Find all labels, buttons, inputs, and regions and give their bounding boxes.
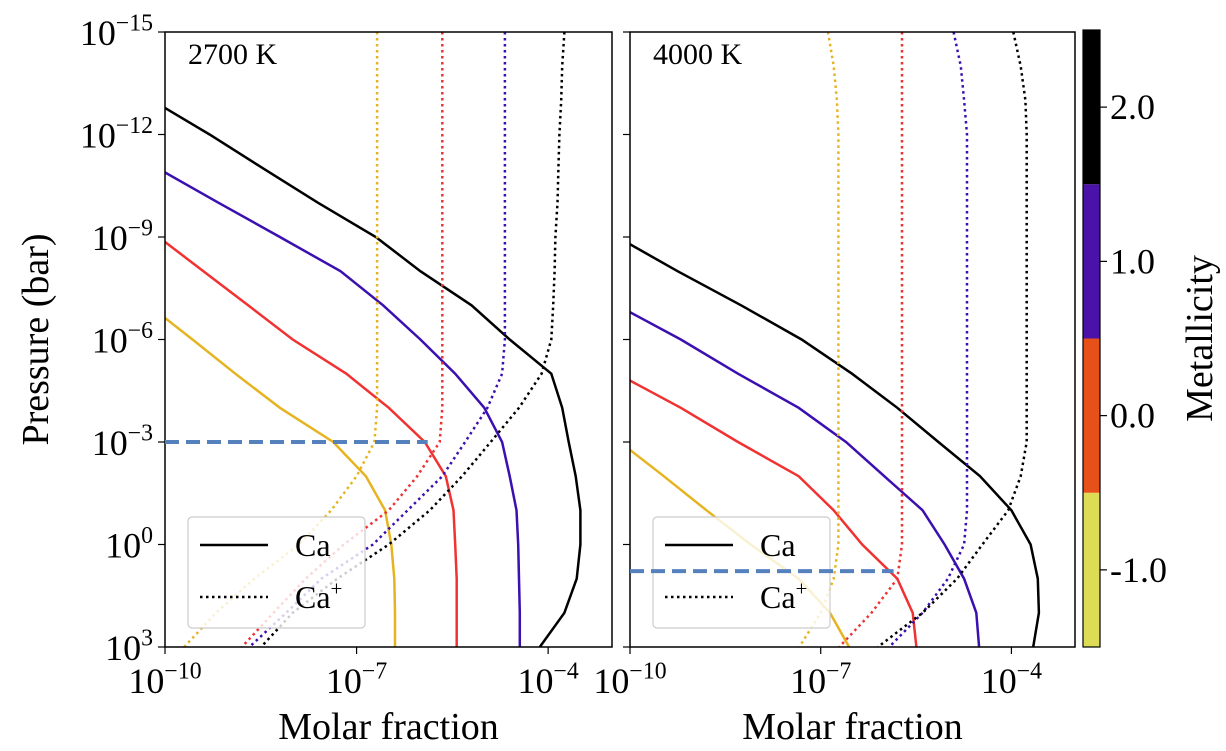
curve <box>248 32 507 647</box>
legend-label: Ca <box>295 527 331 563</box>
curve <box>165 170 522 647</box>
colorbar-segment <box>1083 492 1100 647</box>
curve <box>630 310 981 647</box>
curve <box>838 32 904 647</box>
x-axis-label: Molar fraction <box>278 706 499 748</box>
colorbar-tick-label: 2.0 <box>1110 87 1155 127</box>
x-tick-label: 10−4 <box>981 659 1042 701</box>
curve <box>630 379 918 647</box>
y-tick-label: 100 <box>105 523 153 565</box>
y-tick-label: 10−9 <box>92 216 153 258</box>
curve <box>165 106 582 647</box>
colorbar-label: Metallicity <box>1179 255 1221 422</box>
x-tick-label: 10−7 <box>790 659 851 701</box>
colorbar-tick-label: 0.0 <box>1110 396 1155 436</box>
panel-annotation: 2700 K <box>188 38 278 71</box>
plot-area <box>165 32 582 647</box>
colorbar-tick-label: -1.0 <box>1110 550 1167 590</box>
y-tick-label: 10−3 <box>92 421 153 463</box>
legend-label: Ca <box>760 527 796 563</box>
curve <box>888 32 969 647</box>
curve <box>260 32 566 647</box>
colorbar-tick-label: 1.0 <box>1110 241 1155 281</box>
legend-box <box>187 516 366 629</box>
x-axis-label: Molar fraction <box>742 706 963 748</box>
y-tick-label: 10−15 <box>80 11 153 53</box>
panel-annotation: 4000 K <box>653 38 743 71</box>
y-tick-label: 10−6 <box>92 318 153 360</box>
colorbar-segment <box>1083 30 1100 185</box>
x-tick-label: 10−4 <box>518 659 579 701</box>
curve <box>183 32 379 647</box>
x-tick-label: 10−10 <box>593 659 666 701</box>
curve <box>798 32 840 647</box>
y-tick-label: 10−12 <box>80 113 153 155</box>
curve <box>877 32 1028 647</box>
colorbar-segment <box>1083 184 1100 339</box>
curve <box>240 32 444 647</box>
curve <box>165 316 397 647</box>
y-axis-label: Pressure (bar) <box>15 233 57 445</box>
colorbar-frame <box>1082 29 1101 648</box>
x-tick-label: 10−7 <box>326 659 387 701</box>
curve <box>630 242 1041 647</box>
colorbar-segment <box>1083 338 1100 493</box>
